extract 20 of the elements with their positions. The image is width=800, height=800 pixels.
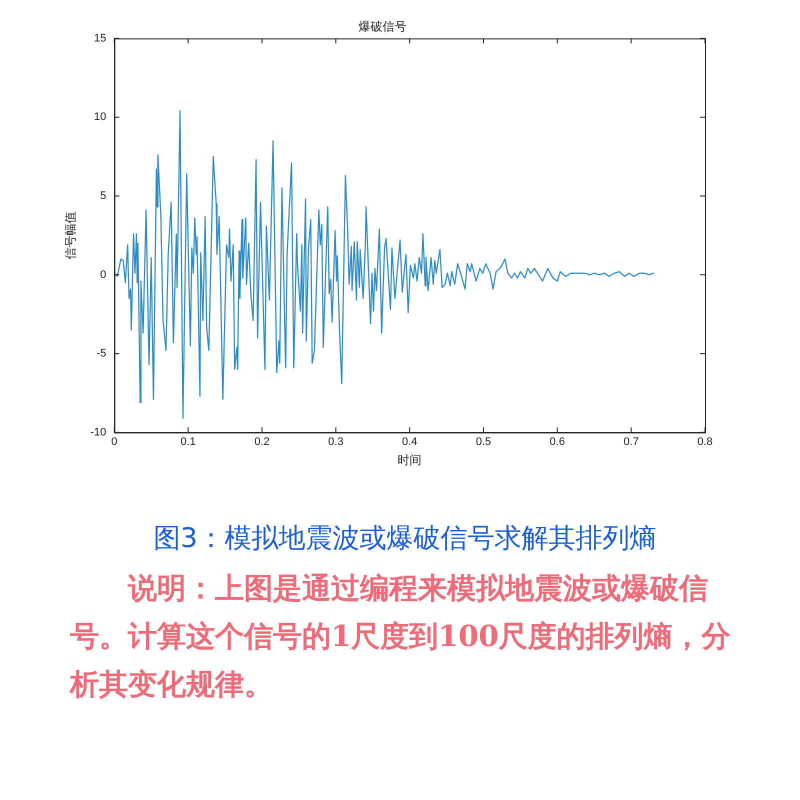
y-tick-label: 15 — [94, 32, 106, 44]
y-tick-label: 10 — [94, 111, 106, 124]
x-tick-label: 0.7 — [624, 436, 639, 448]
x-tick-label: 0.4 — [402, 436, 418, 448]
x-tick-label: 0.5 — [476, 436, 492, 448]
caption: 图3：模拟地震波或爆破信号求解其排列熵 — [152, 522, 658, 556]
x-tick-label: 0.2 — [254, 436, 270, 448]
x-tick-label: 0.1 — [180, 436, 196, 448]
y-tick-label: 5 — [100, 190, 106, 202]
y-tick-label: -5 — [96, 348, 106, 360]
x-tick-label: 0.8 — [697, 436, 713, 448]
chart-title: 爆破信号 — [358, 20, 406, 34]
x-tick-label: 0 — [111, 436, 118, 448]
x-tick-label: 0.3 — [328, 436, 344, 448]
x-axis-title: 时间 — [398, 453, 422, 468]
text: 说明：上图是通过编程来模拟地震波或爆破信号。计算这个信号的1尺度到100尺度的排列熵，分析其变化规律。 — [70, 570, 732, 703]
y-axis-title: 信号幅值 — [64, 211, 78, 260]
y-tick-label: -10 — [90, 426, 106, 438]
y-tick-label: 0 — [100, 268, 106, 281]
x-tick-label: 0.6 — [550, 436, 565, 448]
